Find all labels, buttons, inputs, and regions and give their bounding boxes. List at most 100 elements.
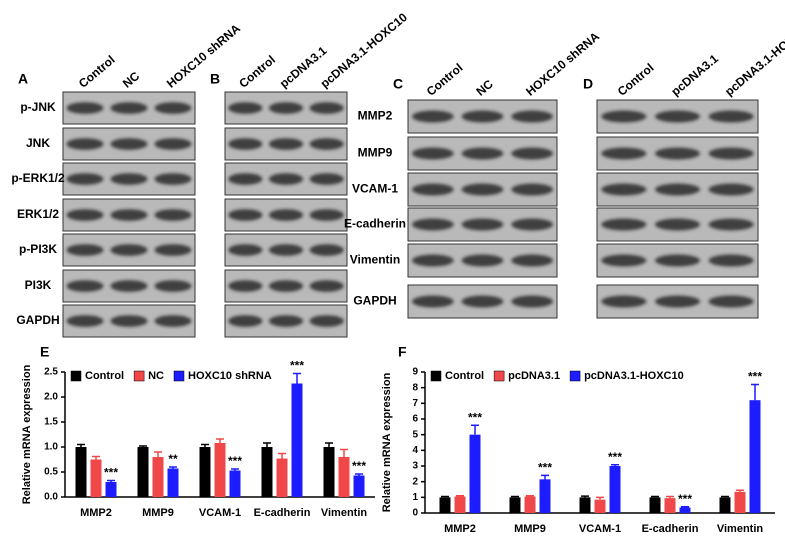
significance-label: ***	[538, 461, 552, 475]
band	[154, 315, 192, 327]
bands	[66, 138, 192, 150]
band	[601, 295, 647, 308]
band	[110, 209, 148, 221]
row-label: ERK1/2	[17, 207, 59, 221]
band	[654, 183, 701, 196]
band	[461, 218, 504, 231]
band	[66, 138, 104, 150]
bar	[167, 468, 179, 497]
bands	[601, 254, 754, 267]
bar	[353, 475, 365, 497]
band	[601, 183, 647, 196]
significance-label: ***	[104, 466, 118, 480]
y-tick-label: 1.0	[44, 442, 58, 453]
row-label: MMP2	[358, 109, 393, 123]
band	[654, 218, 701, 231]
band	[511, 295, 554, 308]
band	[461, 147, 504, 160]
row-label: p-JNK	[20, 100, 56, 114]
bands	[228, 315, 344, 327]
error-bar	[77, 443, 85, 447]
band	[511, 183, 554, 196]
bar	[338, 457, 350, 497]
significance-label: **	[168, 452, 178, 466]
lane-label: Control	[424, 61, 466, 99]
legend-swatch	[493, 370, 505, 382]
band	[110, 138, 148, 150]
bar	[679, 507, 691, 513]
band	[461, 295, 504, 308]
bar	[105, 482, 117, 497]
band	[411, 183, 454, 196]
band	[708, 218, 754, 231]
error-bar	[681, 505, 689, 508]
bar	[323, 447, 335, 497]
band	[268, 209, 304, 221]
x-tick-label: MMP9	[514, 523, 546, 535]
bands	[66, 244, 192, 256]
bar	[594, 499, 606, 513]
bands	[601, 147, 754, 160]
significance-label: ***	[678, 492, 692, 506]
band	[66, 280, 104, 292]
band	[708, 110, 754, 123]
band	[309, 102, 344, 114]
bar	[524, 496, 536, 513]
error-bar	[231, 468, 239, 471]
bands	[228, 138, 344, 150]
significance-label: ***	[228, 454, 242, 468]
band	[654, 110, 701, 123]
band	[708, 295, 754, 308]
panel-label: D	[583, 76, 593, 92]
bar	[649, 497, 661, 513]
band	[708, 254, 754, 267]
bar	[276, 458, 288, 497]
lane-label: Control	[76, 53, 118, 91]
lane-label: Control	[615, 61, 657, 99]
band	[66, 209, 104, 221]
lane-label: pcDNA3.1-HOXC10	[722, 18, 785, 99]
bar	[199, 447, 211, 497]
legend-swatch	[70, 370, 82, 382]
bands	[228, 280, 344, 292]
band	[228, 244, 263, 256]
bar	[75, 447, 87, 497]
significance-label: ***	[290, 359, 304, 373]
bands	[66, 280, 192, 292]
row-label: Vimentin	[350, 253, 400, 267]
panel-label: A	[18, 71, 28, 87]
bar	[734, 491, 746, 513]
bar	[261, 447, 273, 497]
y-tick-label: 8	[412, 382, 418, 393]
row-label: p-PI3K	[19, 242, 57, 256]
legend-swatch	[430, 370, 442, 382]
error-bar	[325, 442, 333, 447]
error-bar	[666, 495, 674, 499]
error-bar	[92, 455, 100, 460]
band	[154, 209, 192, 221]
band	[511, 110, 554, 123]
significance-label: ***	[352, 459, 366, 473]
bands	[411, 183, 554, 196]
band	[154, 138, 192, 150]
band	[154, 173, 192, 185]
band	[654, 254, 701, 267]
legend-label: pcDNA3.1-HOXC10	[584, 370, 684, 382]
bands	[66, 102, 192, 114]
bands	[601, 110, 754, 123]
band	[268, 315, 304, 327]
band	[228, 102, 263, 114]
error-bar	[201, 443, 209, 447]
bar	[664, 498, 676, 513]
band	[228, 315, 263, 327]
y-tick-label: 0.5	[44, 467, 58, 478]
bands	[601, 218, 754, 231]
error-bar	[736, 489, 744, 492]
legend-label: HOXC10 shRNA	[188, 370, 272, 382]
error-bar	[456, 495, 464, 497]
legend-swatch	[569, 370, 581, 382]
band	[309, 138, 344, 150]
y-tick-label: 7	[412, 398, 418, 409]
band	[228, 138, 263, 150]
band	[110, 102, 148, 114]
